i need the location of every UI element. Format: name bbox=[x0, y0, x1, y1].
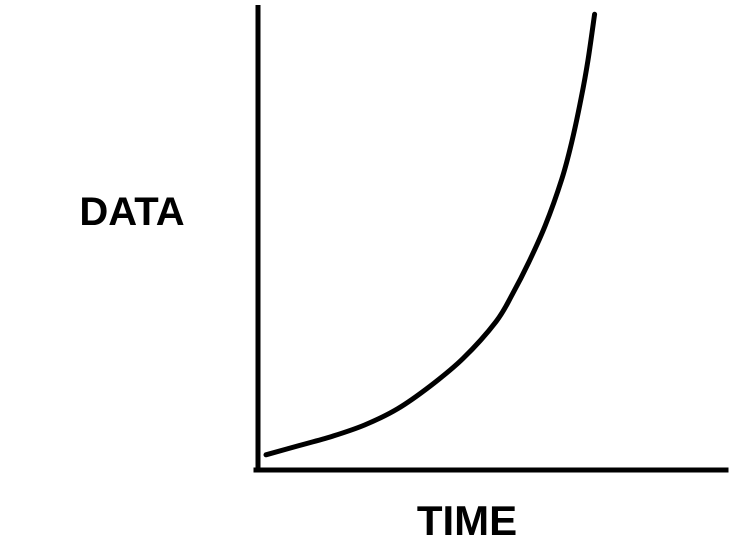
axes bbox=[253, 5, 729, 473]
series-line bbox=[263, 11, 598, 458]
x-axis-label: TIME bbox=[417, 497, 517, 544]
y-axis-label: DATA bbox=[79, 190, 184, 234]
